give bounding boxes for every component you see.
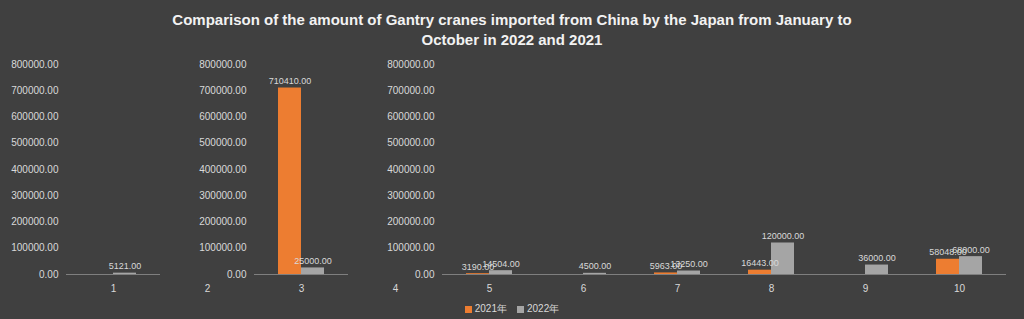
svg-text:600000.00: 600000.00 [387,111,435,122]
svg-text:120000.00: 120000.00 [762,231,805,241]
svg-text:700000.00: 700000.00 [11,85,59,96]
svg-text:3190.00: 3190.00 [461,261,495,272]
svg-text:0.00: 0.00 [227,269,247,280]
html-text:2021年: 2021年 [474,303,507,314]
svg-text:0.00: 0.00 [415,269,435,280]
svg-text:10: 10 [954,283,966,294]
svg-text:13250.00: 13250.00 [670,259,708,269]
html-text:Comparison of the amount of Ga: Comparison of the amount of Gantry crane… [172,11,852,48]
svg-text:14504.00: 14504.00 [482,259,520,269]
svg-text:5: 5 [487,283,493,294]
svg-text:300000.00: 300000.00 [199,190,247,201]
svg-text:400000.00: 400000.00 [199,164,247,175]
svg-text:500000.00: 500000.00 [387,137,435,148]
html-text:2022年: 2022年 [527,303,560,314]
svg-text:500000.00: 500000.00 [199,137,247,148]
svg-text:7: 7 [675,283,681,294]
svg-text:200000.00: 200000.00 [11,216,59,227]
svg-text:400000.00: 400000.00 [11,164,59,175]
svg-text:8: 8 [769,283,775,294]
svg-text:200000.00: 200000.00 [387,216,435,227]
svg-text:36000.00: 36000.00 [858,253,896,263]
svg-text:0.00: 0.00 [39,269,59,280]
svg-text:9: 9 [863,283,869,294]
svg-text:25000.00: 25000.00 [294,256,332,266]
svg-text:100000.00: 100000.00 [11,242,59,253]
svg-text:500000.00: 500000.00 [11,137,59,148]
svg-text:800000.00: 800000.00 [199,59,247,70]
svg-text:800000.00: 800000.00 [387,59,435,70]
svg-text:4500.00: 4500.00 [579,261,612,271]
svg-text:4: 4 [393,283,399,294]
svg-text:16443.00: 16443.00 [741,258,779,268]
svg-text:5963.00: 5963.00 [649,260,683,271]
svg-text:710410.00: 710410.00 [269,76,312,86]
svg-text:3: 3 [299,283,305,294]
svg-text:6: 6 [581,283,587,294]
svg-text:700000.00: 700000.00 [199,85,247,96]
svg-text:100000.00: 100000.00 [199,242,247,253]
svg-text:100000.00: 100000.00 [387,242,435,253]
svg-text:68000.00: 68000.00 [952,245,990,255]
svg-text:2: 2 [205,283,211,294]
svg-text:5121.00: 5121.00 [109,261,142,271]
svg-text:400000.00: 400000.00 [387,164,435,175]
svg-text:800000.00: 800000.00 [11,59,59,70]
svg-text:58048.00: 58048.00 [929,247,967,258]
svg-text:700000.00: 700000.00 [387,85,435,96]
svg-text:300000.00: 300000.00 [11,190,59,201]
svg-text:200000.00: 200000.00 [199,216,247,227]
svg-text:300000.00: 300000.00 [387,190,435,201]
svg-text:1: 1 [111,283,117,294]
svg-text:600000.00: 600000.00 [11,111,59,122]
svg-text:600000.00: 600000.00 [199,111,247,122]
